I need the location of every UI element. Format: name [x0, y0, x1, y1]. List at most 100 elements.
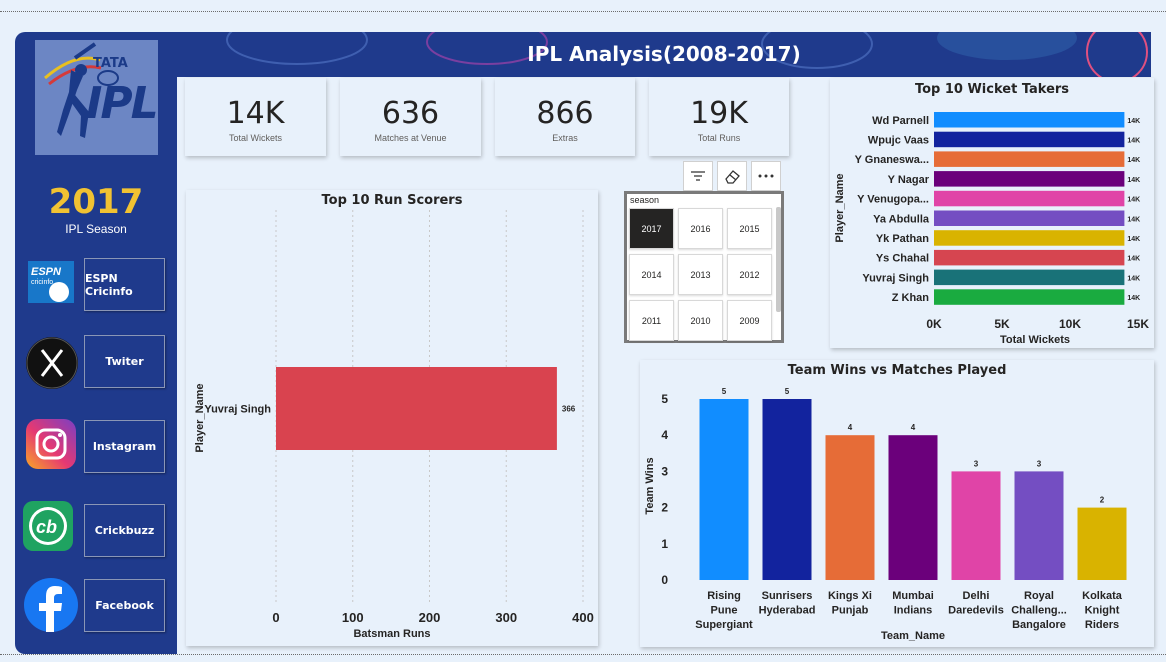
slicer-item-2011[interactable]: 2011	[629, 300, 674, 341]
x-tick-label: Riders	[1085, 619, 1119, 631]
wicket-takers-panel: Top 10 Wicket Takers Player_Name Total W…	[830, 78, 1154, 348]
x-tick-label: 100	[342, 610, 364, 625]
x-tick-label: 0K	[926, 317, 942, 331]
kpi-value: 636	[381, 96, 440, 131]
header-decoration	[226, 32, 1148, 77]
y-tick-label: 2	[661, 501, 668, 515]
y-tick-label: 4	[661, 428, 668, 442]
x-axis-title: Team_Name	[881, 630, 945, 642]
kpi-extras: 866 Extras	[495, 78, 635, 156]
x-tick-label: Bangalore	[1012, 619, 1066, 631]
season-value: 2017	[48, 182, 144, 222]
bar	[825, 435, 875, 580]
x-tick-label: 15K	[1127, 317, 1149, 331]
x-tick-label: 300	[495, 610, 517, 625]
filter-icon[interactable]	[683, 161, 713, 191]
x-tick-label: 200	[419, 610, 441, 625]
espn-cricinfo-icon[interactable]: ESPN cricinfo	[25, 258, 77, 310]
logo-tata-text: TATA	[93, 56, 128, 71]
bar	[934, 131, 1125, 148]
data-label: 14K	[1127, 157, 1140, 164]
eraser-icon[interactable]	[717, 161, 747, 191]
more-options-icon[interactable]	[751, 161, 781, 191]
data-label: 366	[562, 405, 576, 414]
data-label: 14K	[1127, 216, 1140, 223]
season-label: IPL Season	[65, 222, 127, 236]
data-label: 14K	[1127, 177, 1140, 184]
run-scorers-panel: Top 10 Run Scorers Player_Name Batsman R…	[186, 190, 598, 646]
x-tick-label: Knight	[1085, 605, 1120, 617]
data-label: 14K	[1127, 256, 1140, 263]
kpi-label: Matches at Venue	[374, 133, 447, 143]
x-tick-label: Royal	[1024, 590, 1054, 602]
season-slicer[interactable]: season 2017 2016 2015 2014 2013 2012 201…	[624, 191, 784, 343]
data-label: 4	[911, 423, 916, 432]
x-tick-label: Punjab	[832, 605, 869, 617]
slicer-item-2012[interactable]: 2012	[727, 254, 772, 295]
instagram-button[interactable]: Instagram	[84, 420, 165, 473]
x-tick-label: Hyderabad	[759, 605, 816, 617]
y-tick-label: Y Gnaneswa...	[855, 154, 929, 166]
svg-text:ESPN: ESPN	[31, 266, 62, 278]
slicer-title: season	[630, 195, 660, 205]
y-tick-label: Wpujc Vaas	[868, 134, 929, 146]
data-label: 5	[722, 387, 727, 396]
kpi-value: 14K	[226, 96, 285, 131]
facebook-icon[interactable]	[24, 578, 78, 632]
bar	[951, 471, 1001, 580]
cricbuzz-button[interactable]: Crickbuzz	[84, 504, 165, 557]
cricbuzz-icon[interactable]: cb	[22, 500, 74, 552]
kpi-label: Total Wickets	[228, 133, 282, 143]
bar	[934, 171, 1125, 187]
run-scorers-chart: 0 100 200 300 400 Yuvraj Singh 366	[204, 210, 594, 625]
slicer-scrollbar[interactable]	[776, 207, 781, 312]
x-tick-label: Rising	[707, 590, 741, 602]
bar	[762, 399, 812, 580]
y-tick-label: Wd Parnell	[872, 115, 929, 127]
data-label: 3	[1037, 459, 1042, 468]
data-label: 4	[848, 423, 853, 432]
y-tick-label: 5	[661, 392, 668, 406]
slicer-item-2009[interactable]: 2009	[727, 300, 772, 341]
kpi-label: Extras	[552, 133, 578, 143]
slicer-item-2010[interactable]: 2010	[678, 300, 723, 341]
data-label: 14K	[1127, 137, 1140, 144]
slicer-item-2014[interactable]: 2014	[629, 254, 674, 295]
y-tick-label: 0	[661, 573, 668, 587]
slicer-item-2013[interactable]: 2013	[678, 254, 723, 295]
bar	[699, 399, 749, 580]
instagram-icon[interactable]	[25, 418, 77, 470]
kpi-total-wickets: 14K Total Wickets	[185, 78, 326, 156]
twitter-button[interactable]: Twiter	[84, 335, 165, 388]
x-tick-label: 5K	[994, 317, 1010, 331]
x-tick-label: Challeng...	[1011, 605, 1067, 617]
x-tick-label: Daredevils	[948, 605, 1004, 617]
y-tick-label: Ys Chahal	[876, 253, 929, 265]
slicer-item-2016[interactable]: 2016	[678, 208, 723, 249]
x-axis-title: Batsman Runs	[353, 628, 431, 640]
bar	[888, 435, 938, 580]
svg-text:cricinfo: cricinfo	[31, 279, 53, 286]
bar	[934, 112, 1125, 128]
y-tick-label: Yuvraj Singh	[862, 272, 929, 284]
slicer-item-2017[interactable]: 2017	[629, 208, 674, 249]
chart-title: Team Wins vs Matches Played	[787, 363, 1007, 378]
y-tick-label: 1	[661, 537, 668, 551]
data-label: 3	[974, 459, 979, 468]
bar	[934, 269, 1125, 286]
ipl-logo	[35, 40, 158, 155]
page-title: IPL Analysis(2008-2017)	[527, 42, 801, 66]
bar	[934, 249, 1125, 266]
data-label: 14K	[1127, 275, 1140, 282]
top-border	[0, 11, 1166, 12]
x-icon[interactable]	[25, 336, 78, 389]
espn-cricinfo-button[interactable]: ESPN Cricinfo	[84, 258, 165, 311]
y-tick-label: Yuvraj Singh	[204, 404, 271, 416]
slicer-item-2015[interactable]: 2015	[727, 208, 772, 249]
facebook-button[interactable]: Facebook	[84, 579, 165, 632]
x-tick-label: 10K	[1059, 317, 1081, 331]
data-label: 14K	[1127, 197, 1140, 204]
svg-text:cb: cb	[36, 517, 57, 537]
y-tick-label: Y Nagar	[888, 174, 930, 186]
kpi-value: 19K	[690, 96, 748, 131]
